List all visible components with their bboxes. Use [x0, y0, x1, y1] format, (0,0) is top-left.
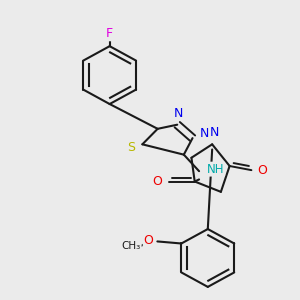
Text: S: S [128, 141, 136, 154]
Text: N: N [200, 128, 209, 140]
Text: F: F [106, 27, 113, 40]
Text: O: O [144, 234, 154, 247]
Text: N: N [174, 107, 183, 120]
Text: O: O [153, 175, 163, 188]
Text: N: N [210, 127, 219, 140]
Text: NH: NH [207, 163, 224, 176]
Text: O: O [257, 164, 267, 177]
Text: CH₃: CH₃ [122, 241, 141, 250]
